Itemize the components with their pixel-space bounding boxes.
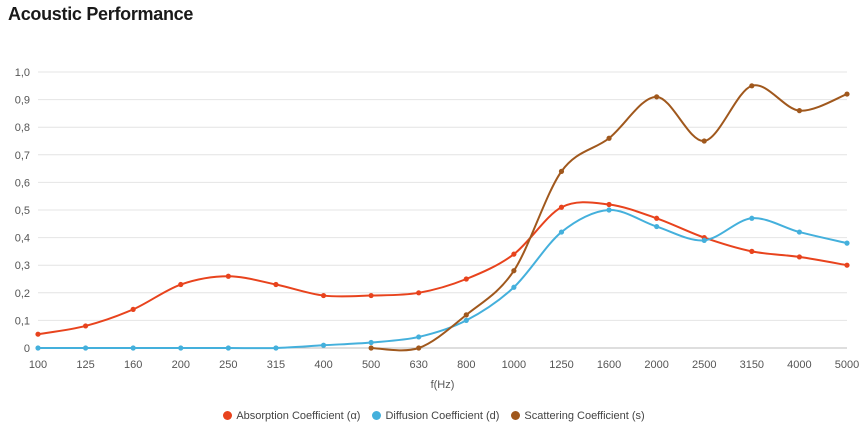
diffusion-data-point <box>844 240 850 246</box>
diffusion-data-point <box>225 345 231 351</box>
absorption-data-point <box>368 292 374 299</box>
absorption-data-point <box>844 262 850 268</box>
absorption-data-point <box>463 276 469 282</box>
diffusion-series-line <box>38 208 848 350</box>
x-tick-label: 2500 <box>692 359 716 371</box>
diffusion-data-point <box>416 334 422 340</box>
x-tick-label: 800 <box>457 359 475 371</box>
x-tick-label: 4000 <box>787 359 811 371</box>
legend-item[interactable]: Absorption Coefficient (α) <box>223 410 360 422</box>
legend-label: Absorption Coefficient (α) <box>236 410 361 422</box>
scattering-data-point <box>606 135 612 141</box>
absorption-series-line <box>37 201 848 336</box>
diffusion-data-point <box>606 207 612 213</box>
x-tick-label: 5000 <box>835 359 859 371</box>
diffusion-data-point <box>82 345 89 351</box>
absorption-data-point <box>82 323 89 329</box>
y-tick-label: 0,5 <box>15 205 30 217</box>
absorption-data-point <box>320 292 327 299</box>
y-tick-label: 1,0 <box>15 67 30 79</box>
scattering-data-point <box>416 345 422 351</box>
y-tick-label: 0,1 <box>15 315 30 327</box>
diffusion-data-point <box>749 215 755 221</box>
x-tick-label: 315 <box>267 359 285 371</box>
chart-title: Acoustic Performance <box>8 4 194 24</box>
diffusion-data-point <box>796 229 803 235</box>
absorption-data-point <box>35 331 41 337</box>
absorption-data-point <box>225 273 231 279</box>
diffusion-data-point <box>463 317 469 323</box>
scattering-data-point <box>368 345 374 351</box>
diffusion-data-point <box>273 345 279 351</box>
absorption-data-point <box>606 201 612 208</box>
legend-marker <box>372 411 382 420</box>
legend-item[interactable]: Scattering Coefficient (s) <box>511 410 645 422</box>
absorption-data-point <box>511 251 517 257</box>
y-tick-label: 0,8 <box>15 122 30 134</box>
scattering-data-point <box>749 83 755 89</box>
diffusion-data-point <box>368 339 374 346</box>
x-tick-label: 125 <box>76 359 94 371</box>
y-tick-label: 0,4 <box>15 233 30 245</box>
diffusion-data-point <box>320 342 327 348</box>
diffusion-data-point <box>558 229 565 235</box>
x-tick-label: 500 <box>362 359 380 371</box>
scattering-data-point <box>796 108 803 114</box>
scattering-data-point <box>463 312 469 318</box>
x-tick-label: 1000 <box>502 359 526 371</box>
y-tick-label: 0 <box>24 343 30 355</box>
chart-legend: Absorption Coefficient (α) Diffusion Coef… <box>0 410 868 422</box>
absorption-data-point <box>273 281 279 288</box>
legend-marker <box>223 411 233 420</box>
x-axis-label: f(Hz) <box>431 379 455 391</box>
y-tick-label: 0,6 <box>15 177 30 189</box>
x-tick-label: 1600 <box>597 359 621 371</box>
scattering-data-point <box>701 138 707 144</box>
x-tick-label: 400 <box>314 359 332 371</box>
absorption-data-point <box>796 254 803 260</box>
absorption-data-point <box>558 204 565 210</box>
x-tick-label: 200 <box>172 359 190 371</box>
y-tick-label: 0,3 <box>15 260 30 272</box>
diffusion-data-point <box>35 345 41 351</box>
x-tick-label: 3150 <box>740 359 764 371</box>
absorption-data-point <box>178 281 184 288</box>
diffusion-data-point <box>130 345 136 351</box>
scattering-data-point <box>654 94 660 100</box>
scattering-data-point <box>511 268 517 274</box>
x-tick-label: 160 <box>124 359 142 371</box>
diffusion-data-point <box>511 284 517 290</box>
diffusion-data-point <box>654 223 660 230</box>
scattering-series-line <box>371 84 848 352</box>
diffusion-data-point <box>701 237 707 243</box>
x-tick-label: 1250 <box>549 359 573 371</box>
absorption-data-point <box>416 290 422 296</box>
absorption-data-point <box>130 306 136 312</box>
x-tick-label: 100 <box>29 359 47 371</box>
absorption-data-point <box>749 248 755 254</box>
scattering-data-point <box>558 168 565 174</box>
legend-label: Diffusion Coefficient (d) <box>385 410 500 422</box>
x-tick-label: 630 <box>410 359 428 371</box>
absorption-data-point <box>654 215 660 221</box>
scattering-data-point <box>844 91 850 97</box>
y-tick-label: 0,7 <box>15 150 30 162</box>
diffusion-data-point <box>178 345 184 351</box>
legend-marker <box>511 411 521 420</box>
legend-label: Scattering Coefficient (s) <box>524 410 645 422</box>
legend-item[interactable]: Diffusion Coefficient (d) <box>372 410 499 422</box>
y-tick-label: 0,9 <box>15 95 30 107</box>
y-tick-label: 0,2 <box>15 288 30 300</box>
x-tick-label: 2000 <box>644 359 668 371</box>
x-tick-label: 250 <box>219 359 237 371</box>
